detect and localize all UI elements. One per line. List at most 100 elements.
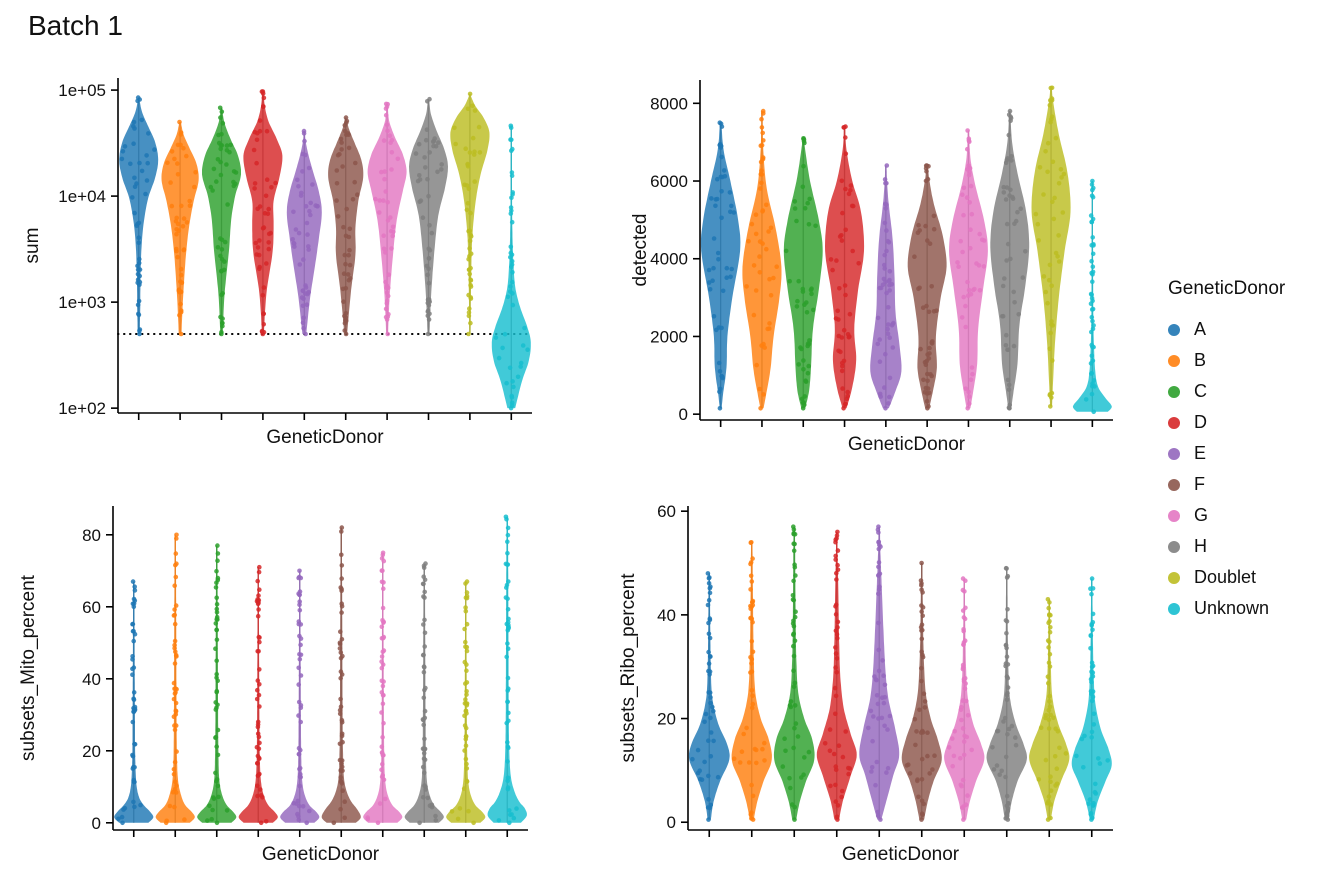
- cell-dot: [750, 599, 755, 605]
- cell-dot: [417, 177, 423, 182]
- cell-dot: [462, 748, 467, 753]
- cell-dot: [791, 643, 796, 649]
- cell-dot: [305, 232, 310, 237]
- cell-dot: [792, 680, 798, 686]
- cell-dot: [269, 185, 274, 190]
- cell-dot: [505, 759, 510, 764]
- cell-dot: [342, 123, 348, 128]
- cell-dot: [395, 156, 401, 162]
- violin-body: [409, 99, 448, 334]
- cell-dot: [508, 255, 513, 260]
- violin-B: [161, 119, 199, 337]
- cell-dot: [464, 766, 470, 771]
- cell-dot: [1092, 384, 1097, 389]
- cell-dot: [959, 315, 965, 320]
- cell-dot: [184, 153, 189, 159]
- cell-dot: [1004, 566, 1009, 571]
- cell-dot: [304, 302, 310, 307]
- cell-dot: [1004, 185, 1010, 190]
- cell-dot: [130, 579, 136, 584]
- cell-dot: [152, 147, 157, 152]
- cell-dot: [731, 210, 737, 215]
- cell-dot: [927, 241, 933, 246]
- cell-dot: [971, 287, 976, 293]
- cell-dot: [384, 317, 390, 322]
- cell-dot: [1047, 262, 1053, 268]
- cell-dot: [252, 181, 258, 186]
- cell-dot: [1002, 715, 1008, 721]
- cell-dot: [885, 765, 891, 771]
- cell-dot: [1003, 197, 1009, 202]
- cell-dot: [1089, 660, 1095, 665]
- cell-dot: [707, 669, 713, 674]
- cell-dot: [761, 111, 766, 116]
- cell-dot: [707, 616, 713, 621]
- cell-dot: [724, 275, 729, 280]
- violin-body: [119, 97, 159, 334]
- cell-dot: [925, 238, 930, 243]
- cell-dot: [920, 613, 925, 618]
- cell-dot: [748, 655, 753, 660]
- cell-dot: [1003, 343, 1009, 348]
- cell-dot: [381, 198, 386, 203]
- cell-dot: [963, 386, 968, 392]
- cell-dot: [792, 725, 797, 731]
- cell-dot: [965, 293, 971, 298]
- cell-dot: [341, 271, 347, 276]
- cell-dot: [220, 316, 225, 321]
- cell-dot: [753, 231, 759, 237]
- cell-dot: [958, 756, 963, 761]
- cell-dot: [753, 212, 759, 217]
- cell-dot: [946, 745, 952, 750]
- cell-dot: [875, 701, 881, 707]
- cell-dot: [887, 375, 893, 381]
- cell-dot: [739, 749, 745, 754]
- cell-dot: [840, 210, 845, 216]
- cell-dot: [963, 605, 968, 611]
- cell-dot: [925, 176, 931, 182]
- cell-dot: [421, 695, 427, 701]
- violin-body: [731, 542, 772, 820]
- cell-dot: [174, 783, 179, 788]
- cell-dot: [885, 331, 891, 337]
- cell-dot: [887, 394, 892, 400]
- cell-dot: [439, 162, 445, 167]
- cell-dot: [331, 820, 337, 826]
- cell-dot: [470, 135, 476, 141]
- cell-dot: [504, 654, 510, 660]
- cell-dot: [493, 335, 499, 340]
- cell-dot: [952, 729, 957, 734]
- cell-dot: [468, 232, 474, 238]
- cell-dot: [807, 196, 812, 202]
- cell-dot: [796, 362, 801, 367]
- violin-C: [202, 105, 241, 337]
- cell-dot: [920, 654, 926, 660]
- violin-body: [286, 131, 322, 334]
- cell-dot: [525, 347, 530, 353]
- violin-A: [688, 571, 730, 822]
- cell-dot: [791, 631, 796, 637]
- violin-E: [280, 568, 320, 826]
- cell-dot: [335, 214, 341, 219]
- cell-dot: [341, 224, 346, 230]
- cell-dot: [887, 713, 893, 719]
- cell-dot: [257, 682, 262, 687]
- cell-dot: [224, 808, 230, 813]
- cell-dot: [997, 772, 1002, 777]
- cell-dot: [841, 125, 846, 130]
- cell-dot: [424, 263, 430, 269]
- cell-dot: [256, 692, 262, 698]
- cell-dot: [690, 756, 695, 762]
- legend-item: Doublet: [1168, 562, 1344, 593]
- violin-D: [825, 124, 865, 411]
- cell-dot: [801, 358, 806, 363]
- cell-dot: [729, 203, 734, 209]
- cell-dot: [999, 768, 1004, 774]
- cell-dot: [466, 331, 471, 337]
- cell-dot: [508, 284, 513, 289]
- cell-dot: [171, 696, 177, 702]
- cell-dot: [788, 785, 793, 791]
- cell-dot: [184, 220, 190, 225]
- cell-dot: [130, 719, 136, 725]
- y-tick-label: 80: [82, 526, 101, 545]
